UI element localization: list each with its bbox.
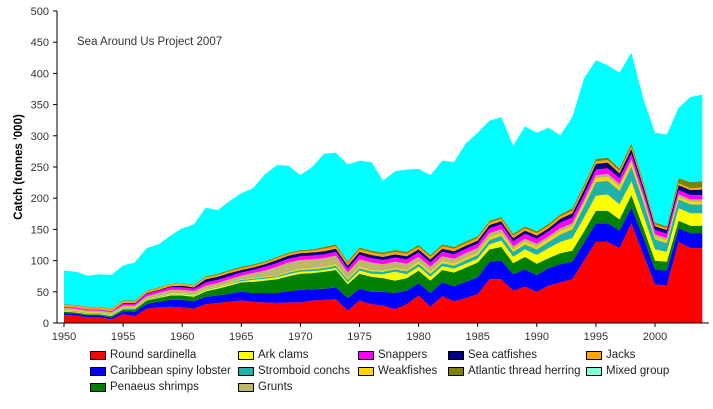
legend-label: Snappers <box>378 349 428 361</box>
area-series-group <box>64 52 703 323</box>
area-mixed-group <box>64 52 703 309</box>
x-tick-label: 1955 <box>111 331 135 343</box>
y-ticks: 0 50 100 150 200 250 300 350 400 450 500 <box>31 6 57 330</box>
legend-swatch <box>238 366 254 376</box>
y-tick-label: 50 <box>37 287 49 299</box>
area-caribbean-spiny-lobster <box>64 207 703 320</box>
legend-swatch <box>238 382 254 392</box>
x-tick-label: 1950 <box>52 331 76 343</box>
x-tick-label: 1965 <box>229 331 253 343</box>
legend-item: Atlantic thread herring <box>448 365 581 377</box>
legend-swatch <box>448 350 464 360</box>
y-tick-label: 250 <box>31 162 49 174</box>
y-tick-label: 450 <box>31 37 49 49</box>
x-tick-label: 1975 <box>347 331 371 343</box>
y-axis-label: Catch (tonnes '000) <box>13 114 25 220</box>
legend-label: Sea catfishes <box>468 349 538 361</box>
area-penaeus-shrimps <box>64 195 703 318</box>
x-ticks: 1950 1955 1960 1965 1970 1975 1980 1985 1990 1995… <box>52 323 667 343</box>
legend-label: Caribbean spiny lobster <box>110 365 231 377</box>
legend-item: Stromboid conchs <box>238 365 350 377</box>
y-tick-label: 150 <box>31 224 49 236</box>
legend-swatch <box>586 350 602 360</box>
legend-label: Stromboid conchs <box>258 365 351 377</box>
legend-item: Ark clams <box>238 349 308 361</box>
legend-label: Mixed group <box>606 365 670 377</box>
legend-swatch <box>238 350 254 360</box>
legend-swatch <box>358 350 374 360</box>
legend-item: Jacks <box>586 349 635 361</box>
legend-label: Ark clams <box>258 349 309 361</box>
legend-item: Caribbean spiny lobster <box>90 365 231 377</box>
x-tick-label: 1980 <box>406 331 430 343</box>
chart-annotation: Sea Around Us Project 2007 <box>77 36 222 48</box>
legend-swatch <box>90 366 106 376</box>
area-round-sardinella <box>64 223 703 323</box>
legend-item: Snappers <box>358 349 427 361</box>
legend-item: Sea catfishes <box>448 349 537 361</box>
x-tick-label: 1970 <box>288 331 312 343</box>
y-tick-label: 500 <box>31 6 49 18</box>
x-tick-label: 1960 <box>170 331 194 343</box>
legend-item: Weakfishes <box>358 365 437 377</box>
legend-item: Mixed group <box>586 365 669 377</box>
y-tick-label: 400 <box>31 68 49 80</box>
legend-label: Weakfishes <box>378 365 438 377</box>
legend-label: Atlantic thread herring <box>468 365 581 377</box>
x-tick-label: 1990 <box>525 331 549 343</box>
legend-label: Penaeus shrimps <box>110 381 199 393</box>
legend-label: Round sardinella <box>110 349 197 361</box>
legend-swatch <box>586 366 602 376</box>
legend-item: Round sardinella <box>90 349 196 361</box>
legend-item: Penaeus shrimps <box>90 381 199 393</box>
y-tick-label: 300 <box>31 131 49 143</box>
y-tick-label: 350 <box>31 100 49 112</box>
legend-swatch <box>90 350 106 360</box>
x-tick-label: 1995 <box>584 331 608 343</box>
y-tick-label: 200 <box>31 193 49 205</box>
legend-label: Grunts <box>258 381 293 393</box>
legend-swatch <box>90 382 106 392</box>
x-tick-label: 2000 <box>643 331 667 343</box>
legend-swatch <box>448 366 464 376</box>
y-tick-label: 100 <box>31 256 49 268</box>
legend-item: Grunts <box>238 381 293 393</box>
legend-swatch <box>358 366 374 376</box>
y-tick-label: 0 <box>43 318 49 330</box>
legend-label: Jacks <box>606 349 636 361</box>
x-tick-label: 1985 <box>465 331 489 343</box>
